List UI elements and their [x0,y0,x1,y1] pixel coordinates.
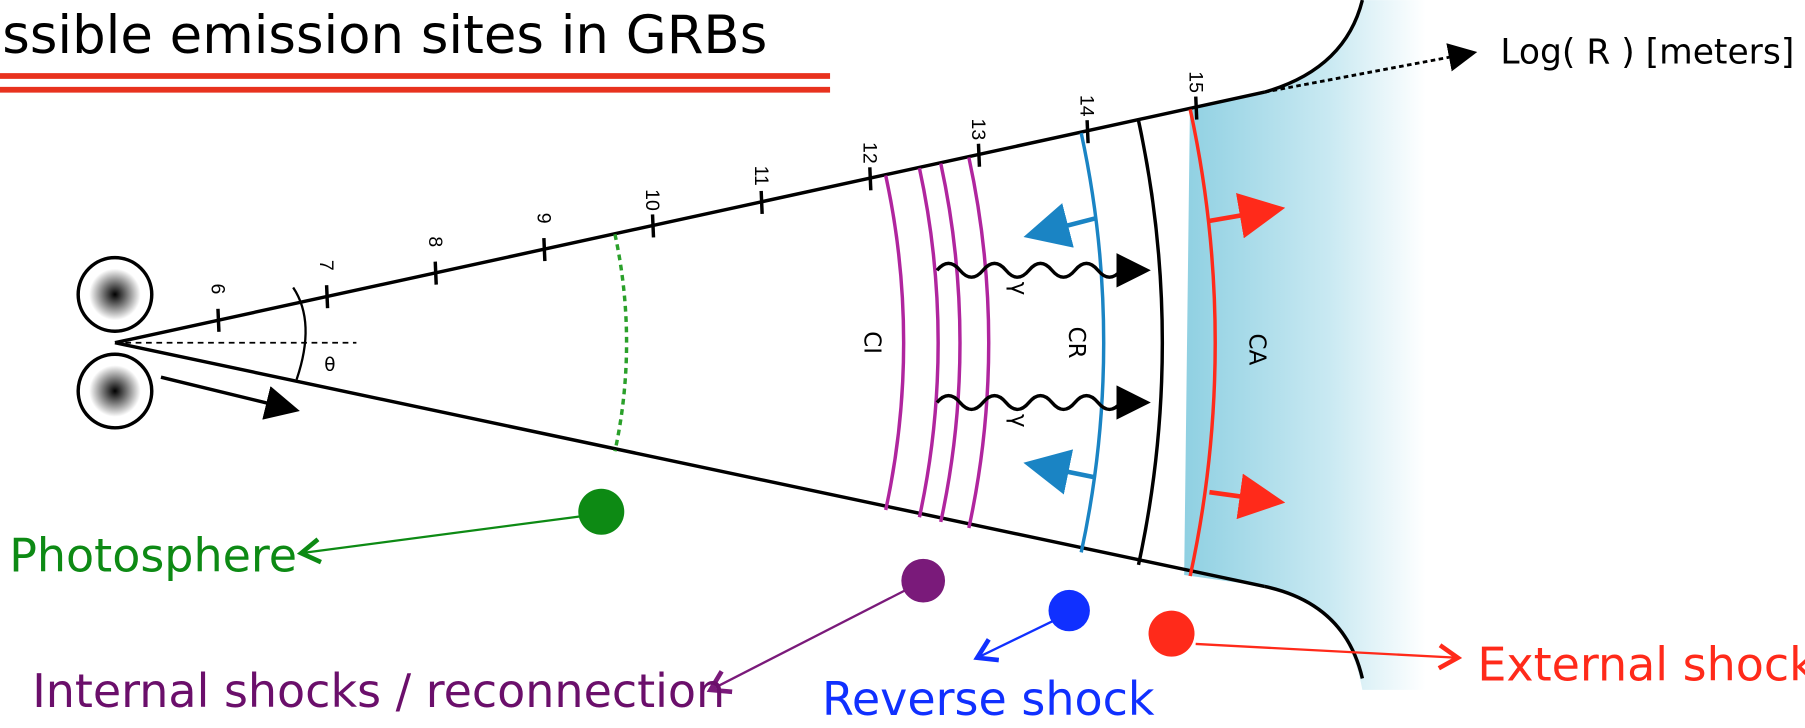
site-arrow [977,621,1053,658]
site-dot [901,559,945,603]
tick-mark [1087,120,1088,143]
site-label: Reverse shock [822,672,1155,726]
tick-mark [435,262,436,285]
tick-mark [218,309,219,332]
tick-mark [978,144,979,167]
internal-shell [941,164,960,522]
reverse-arrow [1032,219,1094,235]
tick-label: 14 [1076,95,1098,117]
diagram: ssible emission sites in GRBs Log( R ) [… [0,0,1805,728]
internal-shell [886,175,904,510]
tick-mark [870,167,871,190]
tick-mark [653,214,654,237]
contact-surface [1139,121,1163,565]
tick-label: 10 [641,189,663,211]
tick-label: 15 [1184,71,1206,93]
lobe [78,258,152,332]
site-arrow [301,516,580,553]
tick-mark [761,191,762,214]
site-label: External shock [1477,638,1805,692]
ambient-medium [1184,0,1425,690]
axis-label: Log( R ) [meters] [1500,32,1794,72]
tick-label: 12 [858,142,880,164]
title: ssible emission sites in GRBs [2,5,767,66]
lobe [78,354,152,428]
tick-label: 11 [750,166,772,186]
region-label: CI [859,331,885,354]
tick-label: 6 [207,283,229,294]
site-label: Internal shocks / reconnection [32,664,725,718]
tick-label: 9 [532,213,554,224]
photosphere-arc [615,234,627,451]
site-dot [1149,611,1195,657]
tick-mark [544,238,545,261]
site-dot [1049,590,1090,631]
region-label: CR [1063,327,1089,359]
region-label: CA [1244,334,1270,366]
tick-mark [327,285,328,308]
site-label: Photosphere [9,529,297,583]
photon [937,263,1144,277]
site-dot [578,489,624,535]
tick-label: 8 [424,236,446,247]
photon-label: γ [1006,414,1032,428]
photon-label: γ [1006,282,1032,296]
tick-mark [1196,97,1197,120]
reverse-arrow [1032,465,1094,478]
photon [937,396,1144,410]
tick-label: 13 [967,118,989,140]
angle-label: θ [324,354,335,375]
internal-shell [919,168,938,517]
tick-label: 7 [315,260,337,271]
flow-arrow [161,377,293,409]
internal-shell [969,157,989,528]
